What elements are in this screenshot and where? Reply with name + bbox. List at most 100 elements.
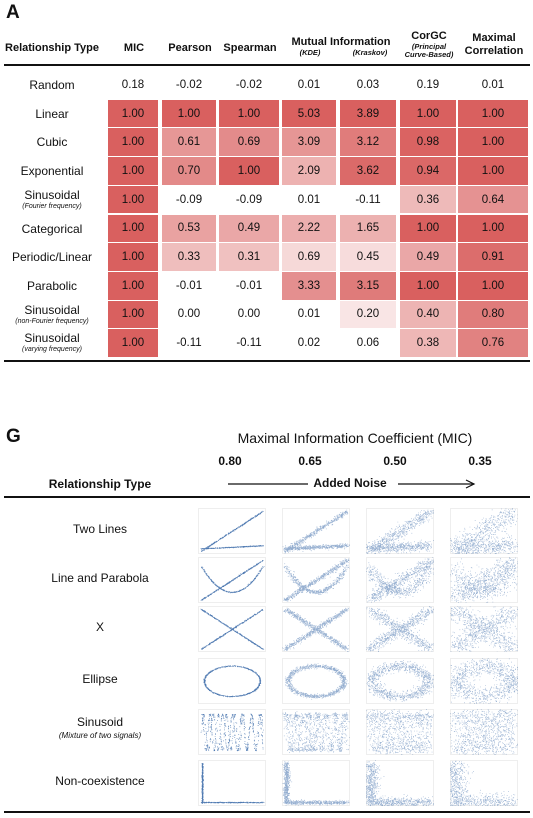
row-label-text: Sinusoidal [24, 187, 80, 202]
scatter-plot [366, 760, 434, 806]
point-cloud [200, 608, 265, 650]
point-cloud [282, 761, 350, 806]
cell-mic: 1.00 [108, 300, 158, 329]
row-label-text: Categorical [21, 221, 83, 236]
cell-mic: 1.00 [108, 329, 158, 357]
point-cloud [366, 760, 434, 806]
cell-pearson: 0.53 [162, 214, 216, 243]
g-row-label-text: Non-coexistence [55, 774, 145, 788]
cell-mi-kde: 0.69 [282, 243, 336, 271]
scatter-points [366, 660, 434, 702]
cell-maximal-correlation: 0.64 [458, 185, 528, 214]
scatter-plot [450, 606, 518, 652]
row-label: Exponential [0, 164, 104, 178]
cell-mi-kde: 3.09 [282, 128, 336, 157]
g-row-label: Sinusoid (Mixture of two signals) [20, 715, 180, 740]
row-label: Random [0, 78, 104, 92]
point-cloud [366, 709, 434, 755]
point-cloud [450, 508, 518, 554]
scatter-points [282, 711, 350, 753]
g-row-label-subtitle: (Mixture of two signals) [58, 731, 142, 740]
scatter-two-lines-noise-3 [366, 508, 434, 554]
scatter-plot [450, 658, 518, 704]
scatter-plot [282, 658, 350, 704]
header-correlation: Correlation [464, 45, 524, 57]
scatter-points [200, 713, 264, 752]
cell-mic: 1.00 [108, 128, 158, 157]
cell-corgc: 0.98 [400, 128, 456, 157]
cell-mic: 0.18 [108, 71, 158, 99]
scatter-non-coexistence-noise-3 [366, 760, 434, 806]
cell-corgc: 0.49 [400, 243, 456, 271]
scatter-plot [450, 508, 518, 554]
scatter-frame [198, 760, 266, 806]
scatter-frame [366, 658, 434, 704]
scatter-frame [366, 606, 434, 652]
cell-mi-kraskov: 0.06 [340, 329, 396, 357]
scatter-points [200, 608, 265, 650]
cell-mi-kde: 2.09 [282, 157, 336, 185]
cell-mi-kde: 5.03 [282, 99, 336, 128]
row-label: Parabolic [0, 279, 104, 293]
row-label-text: Linear [35, 106, 69, 121]
cell-corgc: 0.94 [400, 157, 456, 185]
scatter-points [200, 763, 265, 804]
scatter-plot [366, 658, 434, 704]
cell-corgc: 0.19 [400, 71, 456, 99]
point-cloud [282, 607, 349, 652]
cell-pearson: -0.11 [162, 329, 216, 357]
header-mic: MIC [123, 42, 145, 54]
cell-corgc: 0.38 [400, 329, 456, 357]
scatter-line-parabola-noise-1 [198, 557, 266, 603]
scatter-frame [450, 508, 518, 554]
cell-spearman: -0.01 [219, 271, 279, 300]
scatter-frame [366, 709, 434, 755]
scatter-points [366, 606, 434, 652]
scatter-frame [198, 508, 266, 554]
cell-mi-kraskov: 1.65 [340, 214, 396, 243]
cell-mi-kde: 0.01 [282, 300, 336, 329]
scatter-points [450, 760, 518, 806]
panel-a-letter: A [6, 2, 20, 23]
cell-mi-kraskov: 0.20 [340, 300, 396, 329]
scatter-plot [198, 557, 266, 603]
scatter-frame [198, 709, 266, 755]
cell-maximal-correlation: 1.00 [458, 128, 528, 157]
point-cloud [203, 665, 262, 698]
mic-level-3: 0.50 [383, 454, 407, 468]
scatter-plot [366, 606, 434, 652]
scatter-ellipse-noise-4 [450, 658, 518, 704]
cell-maximal-correlation: 1.00 [458, 99, 528, 128]
g-row-label: Non-coexistence [20, 774, 180, 788]
scatter-plot [450, 709, 518, 755]
header-corgc-sub2: Curve-Based) [404, 50, 454, 59]
scatter-plot [282, 606, 350, 652]
point-cloud [366, 660, 434, 702]
point-cloud [450, 557, 518, 603]
cell-corgc: 0.40 [400, 300, 456, 329]
cell-corgc: 1.00 [400, 271, 456, 300]
point-cloud [282, 509, 350, 554]
cell-mi-kraskov: 0.45 [340, 243, 396, 271]
scatter-frame [198, 557, 266, 603]
cell-spearman: -0.11 [219, 329, 279, 357]
scatter-frame [450, 557, 518, 603]
scatter-points [203, 665, 262, 698]
scatter-non-coexistence-noise-1 [198, 760, 266, 806]
scatter-frame [282, 508, 350, 554]
cell-pearson: -0.01 [162, 271, 216, 300]
row-label-text: Exponential [20, 164, 84, 179]
scatter-points [282, 607, 349, 652]
header-corgc: CorGC [411, 30, 447, 42]
g-row-label-text: X [95, 620, 104, 634]
cell-spearman: 1.00 [219, 99, 279, 128]
scatter-two-lines-noise-4 [450, 508, 518, 554]
row-label-text: Cubic [36, 135, 68, 150]
cell-corgc: 1.00 [400, 214, 456, 243]
cell-pearson: 0.70 [162, 157, 216, 185]
scatter-sinusoid-noise-3 [366, 709, 434, 755]
cell-mic: 1.00 [108, 99, 158, 128]
panel-g-letter: G [6, 426, 21, 447]
cell-mic: 1.00 [108, 243, 158, 271]
table-top-rule [4, 64, 530, 66]
